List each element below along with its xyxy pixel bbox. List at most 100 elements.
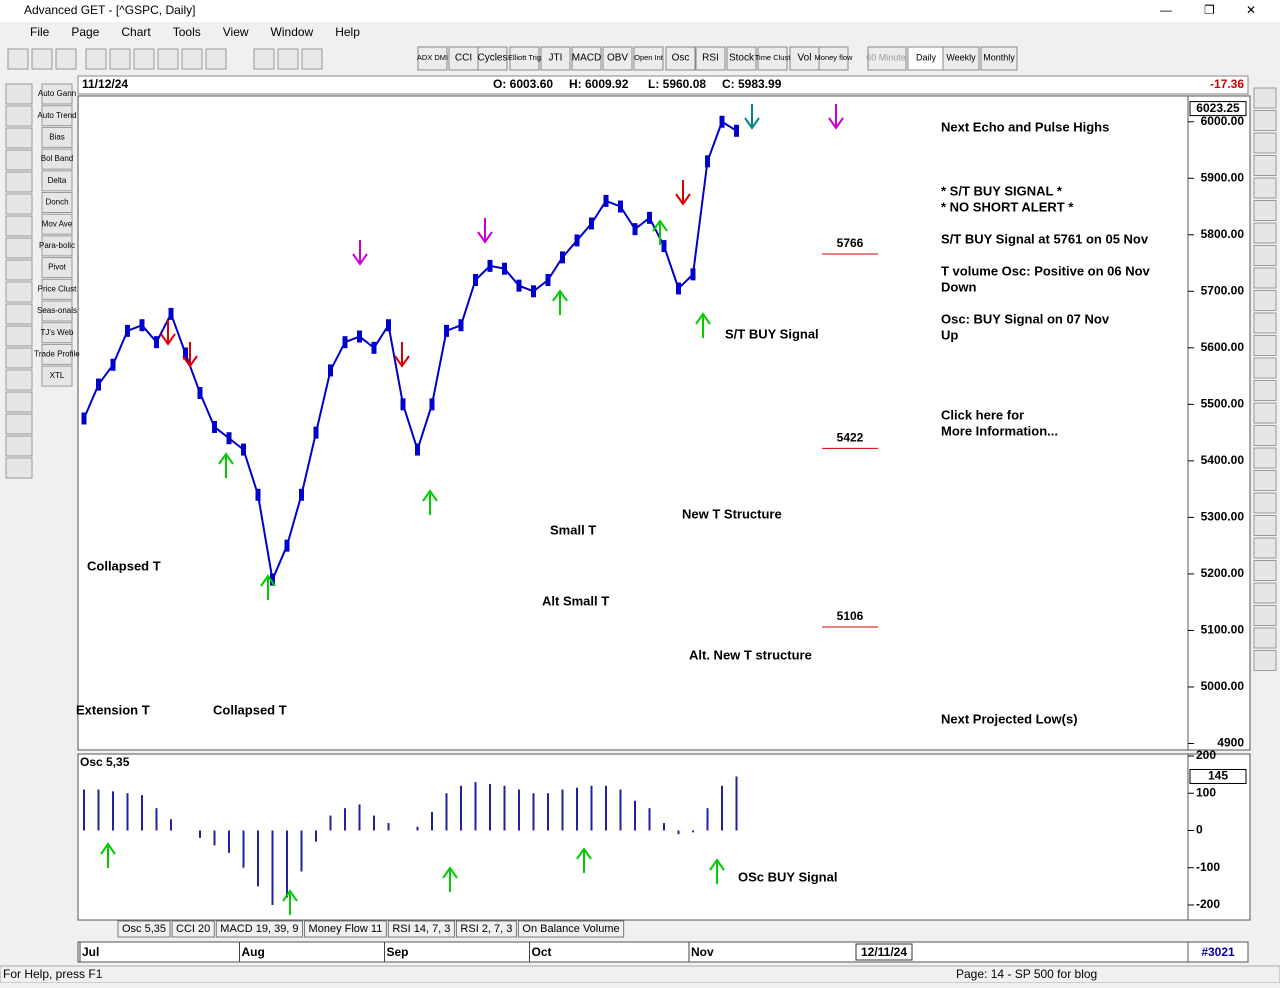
study-button[interactable] (41, 365, 73, 387)
indicator-tab[interactable]: Osc 5,35 (122, 923, 166, 935)
tool-icon[interactable] (1253, 267, 1277, 289)
indicator-label[interactable]: RSI (702, 53, 719, 64)
indicator-button[interactable] (477, 46, 508, 71)
study-button[interactable] (41, 192, 73, 213)
tool-icon[interactable] (1253, 605, 1277, 626)
menu-item[interactable]: Tools (173, 25, 201, 39)
tool-icon[interactable] (85, 48, 107, 70)
indicator-button[interactable] (417, 46, 448, 71)
indicator-button[interactable] (571, 46, 602, 71)
indicator-label[interactable]: Open Int (634, 53, 664, 62)
tool-icon[interactable] (55, 48, 77, 70)
minimize[interactable]: — (1160, 3, 1172, 17)
study-label[interactable]: Delta (48, 176, 67, 185)
tool-icon[interactable] (5, 193, 33, 215)
tool-icon[interactable] (5, 237, 33, 259)
tool-icon[interactable] (5, 83, 33, 105)
indicator-label[interactable]: Osc (672, 53, 690, 64)
tool-icon[interactable] (1253, 155, 1277, 176)
tool-icon[interactable] (1253, 492, 1277, 514)
tool-icon[interactable] (5, 303, 33, 325)
study-label[interactable]: Pivot (48, 263, 67, 272)
study-button[interactable] (41, 300, 73, 322)
tool-icon[interactable] (1253, 560, 1277, 581)
tool-icon[interactable] (1253, 312, 1277, 334)
tool-icon[interactable] (1253, 132, 1277, 154)
menu-item[interactable]: Help (335, 25, 360, 39)
tool-icon[interactable] (5, 259, 33, 281)
signal-note[interactable]: More Information... (941, 423, 1058, 438)
tool-icon[interactable] (5, 413, 33, 435)
study-button[interactable] (41, 257, 73, 279)
tool-icon[interactable] (1253, 245, 1277, 266)
tool-icon[interactable] (1253, 470, 1277, 491)
study-label[interactable]: TJ's Web (41, 328, 74, 337)
study-label[interactable]: Seas-onals (37, 306, 77, 315)
tool-icon[interactable] (5, 127, 33, 149)
indicator-label[interactable]: Time Clust (755, 53, 791, 62)
timeframe-label[interactable]: Daily (916, 52, 937, 62)
tool-icon[interactable] (5, 215, 33, 237)
study-label[interactable]: Auto Gann (38, 89, 76, 98)
study-label[interactable]: XTL (50, 371, 65, 380)
tool-icon[interactable] (1253, 650, 1277, 671)
tool-icon[interactable] (1253, 380, 1277, 401)
indicator-button[interactable] (509, 46, 540, 71)
tool-icon[interactable] (5, 347, 33, 369)
study-label[interactable]: Trade Profile (34, 350, 80, 359)
indicator-label[interactable]: Elliott Trig (508, 53, 541, 62)
maximize[interactable]: ❐ (1204, 3, 1215, 17)
tool-icon[interactable] (277, 48, 299, 70)
indicator-tab[interactable]: Money Flow 11 (309, 923, 383, 935)
indicator-button[interactable] (726, 46, 757, 71)
study-label[interactable]: Bias (49, 133, 65, 142)
timeframe-button[interactable] (942, 46, 980, 71)
timeframe-label[interactable]: Weekly (946, 52, 976, 62)
indicator-tab[interactable]: RSI 2, 7, 3 (460, 923, 512, 935)
indicator-label[interactable]: Cycles (477, 53, 507, 64)
indicator-label[interactable]: OBV (607, 53, 628, 64)
menu-item[interactable]: Page (71, 25, 99, 39)
tool-icon[interactable] (1253, 537, 1277, 559)
indicator-label[interactable]: Money flow (815, 53, 854, 62)
study-button[interactable] (41, 343, 73, 365)
tab-border[interactable] (387, 920, 455, 938)
tool-icon[interactable] (253, 48, 275, 70)
timeframe-label[interactable]: Monthly (983, 52, 1015, 62)
timeframe-button[interactable] (980, 46, 1018, 71)
tool-icon[interactable] (5, 105, 33, 127)
tool-icon[interactable] (5, 435, 33, 457)
study-button[interactable] (41, 322, 73, 344)
menu-item[interactable]: Window (271, 25, 314, 39)
tool-icon[interactable] (133, 48, 155, 70)
tool-icon[interactable] (31, 48, 53, 70)
study-label[interactable]: Price Clust (38, 284, 77, 293)
tool-icon[interactable] (5, 149, 33, 171)
study-button[interactable] (41, 170, 73, 192)
indicator-button[interactable] (695, 46, 726, 71)
timeframe-button[interactable] (867, 46, 907, 71)
tool-icon[interactable] (1253, 335, 1277, 356)
study-button[interactable] (41, 148, 73, 170)
tool-icon[interactable] (205, 48, 227, 70)
tab-border[interactable] (215, 920, 304, 938)
indicator-label[interactable]: Stock (729, 53, 755, 64)
tool-icon[interactable] (1253, 627, 1277, 649)
indicator-button[interactable] (540, 46, 571, 71)
indicator-tab[interactable]: CCI 20 (176, 923, 210, 935)
indicator-label[interactable]: Vol (798, 53, 812, 64)
menu-item[interactable]: Chart (121, 25, 151, 39)
tool-icon[interactable] (5, 281, 33, 303)
tool-icon[interactable] (5, 369, 33, 391)
tool-icon[interactable] (1253, 582, 1277, 604)
tab-border[interactable] (455, 920, 517, 938)
tool-icon[interactable] (181, 48, 203, 70)
tab-border[interactable] (171, 920, 215, 938)
menu-item[interactable]: View (223, 25, 249, 39)
tab-border[interactable] (517, 920, 625, 938)
indicator-button[interactable] (602, 46, 633, 71)
tool-icon[interactable] (1253, 290, 1277, 311)
menu-item[interactable]: File (30, 25, 50, 39)
tab-border[interactable] (117, 920, 171, 938)
study-button[interactable] (41, 213, 73, 235)
